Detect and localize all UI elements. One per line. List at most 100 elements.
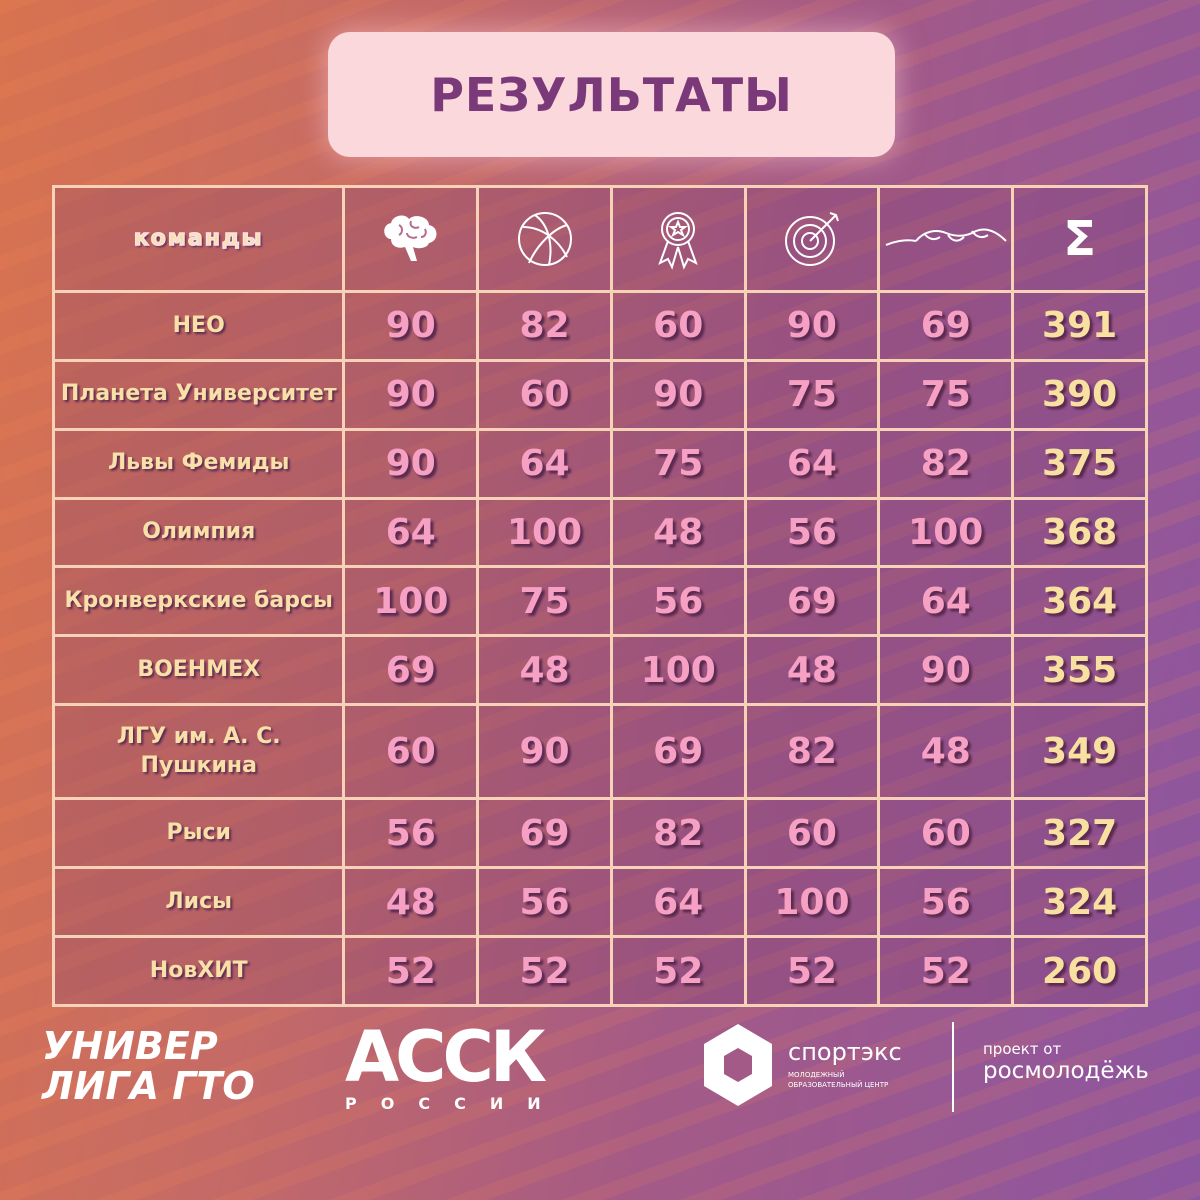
score-cell: 90 (743, 289, 881, 362)
table-row: Олимпия 64 100 48 56 100 368 (51, 496, 1148, 569)
sigma-icon: Σ (1063, 210, 1097, 267)
score-cell: 82 (877, 427, 1015, 500)
team-name: ЛГУ им. А. С. Пушкина (51, 703, 346, 801)
score-cell: 100 (342, 565, 480, 638)
score-cell: 60 (609, 289, 747, 362)
table-row: Планета Университет 90 60 90 75 75 390 (51, 358, 1148, 431)
score-cell: 90 (609, 358, 747, 431)
total-cell: 355 (1011, 634, 1148, 707)
score-cell: 69 (342, 634, 480, 707)
score-cell: 60 (342, 703, 480, 801)
score-cell: 64 (342, 496, 480, 569)
total-cell: 375 (1011, 427, 1148, 500)
score-cell: 52 (877, 935, 1015, 1007)
total-cell: 327 (1011, 797, 1148, 870)
table-row: ВОЕНМЕХ 69 48 100 48 90 355 (51, 634, 1148, 707)
score-cell: 90 (342, 427, 480, 500)
total-cell: 391 (1011, 289, 1148, 362)
footer-logos: УНИВЕР ЛИГА ГТО АССК РОССИИ спортэкс МОЛО… (0, 1020, 1200, 1120)
results-table: команды Σ НЕО 90 82 60 90 69 391 Планета Универ… (51, 185, 1148, 1007)
score-cell: 64 (609, 866, 747, 939)
score-cell: 82 (609, 797, 747, 870)
team-name: ВОЕНМЕХ (51, 634, 346, 707)
team-name: Олимпия (51, 496, 346, 569)
score-cell: 52 (743, 935, 881, 1007)
score-cell: 69 (743, 565, 881, 638)
brain-icon (342, 185, 480, 293)
total-cell: 349 (1011, 703, 1148, 801)
score-cell: 52 (342, 935, 480, 1007)
score-cell: 52 (476, 935, 613, 1007)
score-cell: 48 (743, 634, 881, 707)
score-cell: 56 (609, 565, 747, 638)
page-title: РЕЗУЛЬТАТЫ (328, 32, 895, 157)
score-cell: 90 (476, 703, 613, 801)
score-cell: 56 (342, 797, 480, 870)
table-row: НовХИТ 52 52 52 52 52 260 (51, 935, 1148, 1007)
score-cell: 56 (476, 866, 613, 939)
score-cell: 48 (609, 496, 747, 569)
score-cell: 60 (743, 797, 881, 870)
basketball-icon (476, 185, 613, 293)
total-cell: 368 (1011, 496, 1148, 569)
score-cell: 64 (877, 565, 1015, 638)
score-cell: 100 (609, 634, 747, 707)
score-cell: 48 (342, 866, 480, 939)
team-name: Лисы (51, 866, 346, 939)
team-name: НЕО (51, 289, 346, 362)
score-cell: 48 (476, 634, 613, 707)
project-label: проект от (983, 1040, 1062, 1058)
sportex-subtitle: МОЛОДЕЖНЫЙ ОБРАЗОВАТЕЛЬНЫЙ ЦЕНТР (788, 1071, 889, 1089)
score-cell: 60 (476, 358, 613, 431)
rosmolodezh-logo: росмолодёжь (983, 1058, 1149, 1084)
teams-header: команды (51, 185, 346, 293)
table-row: Львы Фемиды 90 64 75 64 82 375 (51, 427, 1148, 500)
score-cell: 100 (877, 496, 1015, 569)
sportex-logo-text: спортэкс (788, 1038, 902, 1066)
score-cell: 75 (609, 427, 747, 500)
score-cell: 90 (342, 289, 480, 362)
score-cell: 56 (877, 866, 1015, 939)
total-cell: 364 (1011, 565, 1148, 638)
team-name: Планета Университет (51, 358, 346, 431)
divider (952, 1022, 954, 1112)
score-cell: 69 (476, 797, 613, 870)
team-name: Кронверкские барсы (51, 565, 346, 638)
score-cell: 48 (877, 703, 1015, 801)
score-cell: 75 (476, 565, 613, 638)
assk-subtitle: РОССИИ (345, 1094, 565, 1113)
score-cell: 82 (476, 289, 613, 362)
score-cell: 90 (877, 634, 1015, 707)
sum-header: Σ (1011, 185, 1148, 293)
score-cell: 75 (877, 358, 1015, 431)
univer-liga-gto-logo: УНИВЕР ЛИГА ГТО (42, 1024, 255, 1108)
target-icon (743, 185, 881, 293)
table-row: Лисы 48 56 64 100 56 324 (51, 866, 1148, 939)
score-cell: 56 (743, 496, 881, 569)
total-cell: 260 (1011, 935, 1148, 1007)
table-row: ЛГУ им. А. С. Пушкина 60 90 69 82 48 349 (51, 703, 1148, 801)
score-cell: 64 (743, 427, 881, 500)
table-row: НЕО 90 82 60 90 69 391 (51, 289, 1148, 362)
header-row: команды Σ (51, 185, 1148, 293)
score-cell: 90 (342, 358, 480, 431)
total-cell: 390 (1011, 358, 1148, 431)
team-name: НовХИТ (51, 935, 346, 1007)
medal-icon (609, 185, 747, 293)
score-cell: 100 (476, 496, 613, 569)
score-cell: 69 (877, 289, 1015, 362)
total-cell: 324 (1011, 866, 1148, 939)
team-name: Рыси (51, 797, 346, 870)
team-name: Львы Фемиды (51, 427, 346, 500)
score-cell: 75 (743, 358, 881, 431)
assk-logo: АССК (345, 1016, 547, 1098)
table-row: Кронверкские барсы 100 75 56 69 64 364 (51, 565, 1148, 638)
score-cell: 64 (476, 427, 613, 500)
score-cell: 52 (609, 935, 747, 1007)
score-cell: 69 (609, 703, 747, 801)
table-row: Рыси 56 69 82 60 60 327 (51, 797, 1148, 870)
score-cell: 60 (877, 797, 1015, 870)
score-cell: 100 (743, 866, 881, 939)
rope-icon (877, 185, 1015, 293)
score-cell: 82 (743, 703, 881, 801)
